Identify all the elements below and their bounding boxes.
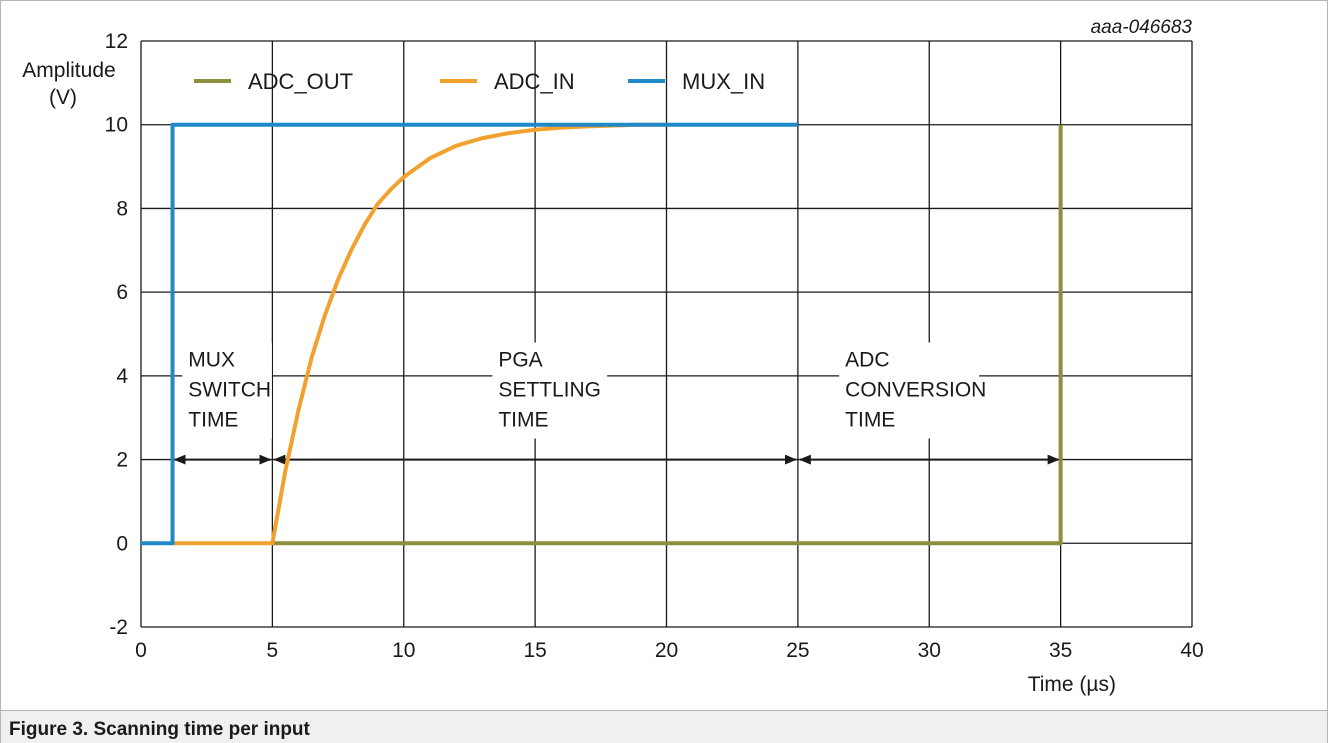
- annotation-mux-text: TIME: [188, 409, 238, 432]
- legend-label-mux-in: MUX_IN: [682, 69, 765, 94]
- figure-id: aaa-046683: [1091, 17, 1193, 38]
- y-tick-label: -2: [109, 616, 128, 639]
- annotation-mux-text: MUX: [188, 349, 235, 372]
- x-axis-label: Time (µs): [1028, 673, 1116, 696]
- x-tick-label: 20: [655, 639, 678, 662]
- y-tick-label: 0: [116, 532, 128, 555]
- annotation-backing: [839, 342, 980, 439]
- line-chart: 0 5 10 15 20 25 30 35 40 -2 0 2 4 6 8 10 12 MUX SWITCH TIM…: [22, 17, 1204, 696]
- x-tick-label: 25: [786, 639, 809, 662]
- x-tick-label: 30: [918, 639, 941, 662]
- legend-label-adc-in: ADC_IN: [494, 69, 575, 94]
- y-tick-label: 12: [105, 30, 128, 53]
- legend-label-adc-out: ADC_OUT: [248, 69, 353, 94]
- annotation-adc-text: CONVERSION: [845, 379, 986, 402]
- x-tick-label: 40: [1180, 639, 1203, 662]
- annotation-backing: [492, 342, 608, 439]
- series-line-mux-in: [141, 122, 798, 546]
- y-tick-label: 10: [105, 114, 128, 137]
- y-tick-label: 4: [116, 365, 128, 388]
- axis-ticks: 0 5 10 15 20 25 30 35 40 -2 0 2 4 6 8 10 12: [105, 30, 1204, 662]
- annotation-pga-text: TIME: [498, 409, 548, 432]
- x-tick-label: 5: [267, 639, 279, 662]
- grid: [140, 40, 1193, 628]
- x-tick-label: 10: [392, 639, 415, 662]
- x-tick-label: 0: [135, 639, 147, 662]
- annotation-pga-text: SETTLING: [498, 379, 601, 402]
- x-tick-label: 15: [523, 639, 546, 662]
- series-line-adc-out: [272, 124, 1063, 546]
- y-tick-label: 6: [116, 281, 128, 304]
- y-axis-label-line-1: Amplitude: [22, 59, 115, 82]
- annotation-mux-text: SWITCH: [188, 379, 271, 402]
- figure-caption: Figure 3. Scanning time per input: [9, 719, 310, 740]
- caption-bar: Figure 3. Scanning time per input: [1, 710, 1327, 743]
- annotation-adc-text: ADC: [845, 349, 889, 372]
- legend: ADC_OUT ADC_IN MUX_IN: [194, 69, 765, 94]
- series-line-adc-in: [172, 122, 667, 546]
- x-tick-label: 35: [1049, 639, 1072, 662]
- annotation-backing: [182, 342, 272, 439]
- series: [141, 122, 1063, 546]
- y-tick-label: 8: [116, 197, 128, 220]
- y-tick-label: 2: [116, 449, 128, 472]
- annotation-adc-text: TIME: [845, 409, 895, 432]
- annotation-pga-text: PGA: [498, 349, 542, 372]
- y-axis-label-line-2: (V): [49, 86, 77, 109]
- annotations: MUX SWITCH TIME PGA SETTLING TIME ADC CONVERSIO…: [173, 342, 1060, 465]
